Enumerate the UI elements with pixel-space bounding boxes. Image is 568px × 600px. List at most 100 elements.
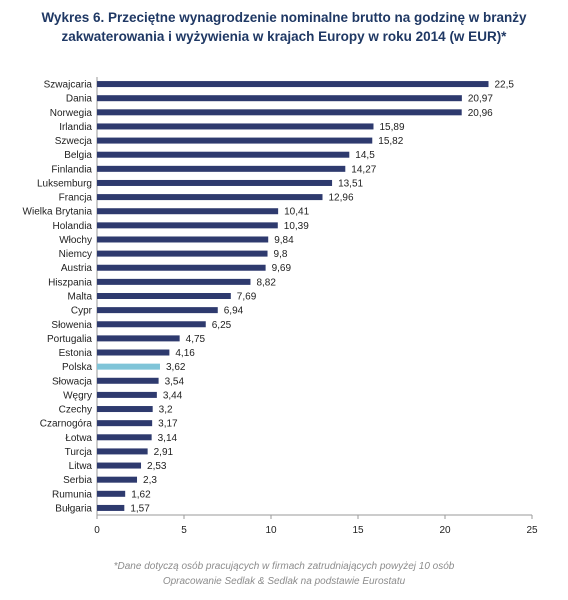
bar-21 xyxy=(97,377,159,384)
category-label-23: Czechy xyxy=(59,405,92,416)
x-tick-label-1: 5 xyxy=(181,525,187,536)
category-label-10: Holandia xyxy=(53,221,93,232)
bar-16 xyxy=(97,307,218,314)
bar-3 xyxy=(97,123,374,130)
value-label-3: 15,89 xyxy=(379,122,404,133)
value-label-29: 1,62 xyxy=(131,489,151,500)
value-label-7: 13,51 xyxy=(338,178,363,189)
value-label-21: 3,54 xyxy=(165,376,185,387)
bar-1 xyxy=(97,95,462,102)
footnote-source: Opracowanie Sedlak & Sedlak na podstawie… xyxy=(162,576,406,587)
category-label-2: Norwegia xyxy=(50,108,93,119)
bar-30 xyxy=(97,504,125,511)
category-label-11: Włochy xyxy=(59,235,92,246)
category-labels: Szwajcaria Dania Norwegia Irlandia Szwecja Be… xyxy=(23,80,93,515)
value-label-0: 22,5 xyxy=(495,80,515,91)
value-label-26: 2,91 xyxy=(154,447,174,458)
value-label-13: 9,69 xyxy=(272,263,292,274)
category-label-16: Cypr xyxy=(71,306,93,317)
value-label-14: 8,82 xyxy=(256,277,276,288)
category-label-22: Węgry xyxy=(63,390,92,401)
value-label-2: 20,96 xyxy=(468,108,493,119)
value-label-10: 10,39 xyxy=(284,221,309,232)
category-label-7: Luksemburg xyxy=(37,178,92,189)
bar-9 xyxy=(97,208,279,215)
bar-27 xyxy=(97,462,142,469)
value-label-20: 3,62 xyxy=(166,362,186,373)
bar-14 xyxy=(97,278,251,285)
bar-26 xyxy=(97,448,148,455)
bar-5 xyxy=(97,151,350,158)
bar-7 xyxy=(97,179,333,186)
value-label-24: 3,17 xyxy=(158,419,178,430)
category-label-30: Bułgaria xyxy=(55,503,92,514)
category-label-8: Francja xyxy=(59,193,93,204)
bar-23 xyxy=(97,406,153,413)
category-label-0: Szwajcaria xyxy=(44,80,93,91)
value-label-12: 9,8 xyxy=(274,249,288,260)
value-label-22: 3,44 xyxy=(163,390,183,401)
footnote-data-note: *Dane dotyczą osób pracujących w firmach… xyxy=(113,561,455,572)
chart-title-line-2: zakwaterowania i wyżywienia w krajach Eu… xyxy=(61,29,507,44)
chart-bars xyxy=(97,81,489,511)
category-label-17: Słowenia xyxy=(51,320,92,331)
bar-11 xyxy=(97,236,269,243)
bar-19 xyxy=(97,349,170,356)
x-tick-label-2: 10 xyxy=(265,525,277,536)
value-label-9: 10,41 xyxy=(284,207,309,218)
value-label-17: 6,25 xyxy=(212,320,232,331)
x-tick-labels: 0 5 10 15 20 25 xyxy=(94,525,538,536)
value-label-15: 7,69 xyxy=(237,292,257,303)
value-label-5: 14,5 xyxy=(355,150,375,161)
category-label-4: Szwecja xyxy=(55,136,93,147)
category-label-6: Finlandia xyxy=(51,164,92,175)
category-label-19: Estonia xyxy=(59,348,93,359)
bar-13 xyxy=(97,264,266,271)
category-label-18: Portugalia xyxy=(47,334,92,345)
category-label-20: Polska xyxy=(62,362,92,373)
value-label-25: 3,14 xyxy=(158,433,178,444)
value-label-30: 1,57 xyxy=(130,503,150,514)
bar-18 xyxy=(97,335,180,342)
category-label-21: Słowacja xyxy=(52,376,92,387)
category-label-9: Wielka Brytania xyxy=(23,207,93,218)
category-label-5: Belgia xyxy=(64,150,92,161)
value-label-6: 14,27 xyxy=(351,164,376,175)
bar-chart: Szwajcaria Dania Norwegia Irlandia Szwecja Be… xyxy=(23,77,538,536)
bar-10 xyxy=(97,222,278,229)
category-label-13: Austria xyxy=(61,263,93,274)
x-tick-label-5: 25 xyxy=(526,525,538,536)
x-tick-label-4: 20 xyxy=(439,525,451,536)
bar-6 xyxy=(97,165,346,172)
category-label-14: Hiszpania xyxy=(48,277,92,288)
value-label-8: 12,96 xyxy=(329,193,354,204)
bar-15 xyxy=(97,293,231,299)
bar-17 xyxy=(97,321,206,328)
chart-title: Wykres 6. Przeciętne wynagrodzenie nomin… xyxy=(0,8,568,46)
bar-0 xyxy=(97,81,489,88)
value-label-16: 6,94 xyxy=(224,306,244,317)
category-label-29: Rumunia xyxy=(52,489,92,500)
value-label-4: 15,82 xyxy=(378,136,403,147)
value-label-1: 20,97 xyxy=(468,94,493,105)
value-label-27: 2,53 xyxy=(147,461,167,472)
category-label-3: Irlandia xyxy=(59,122,92,133)
chart-title-line-1: Wykres 6. Przeciętne wynagrodzenie nomin… xyxy=(41,10,527,25)
x-tick-label-0: 0 xyxy=(94,525,100,536)
category-label-1: Dania xyxy=(66,94,93,105)
value-label-28: 2,3 xyxy=(143,475,157,486)
bar-4 xyxy=(97,137,373,144)
bar-2 xyxy=(97,109,462,116)
bar-24 xyxy=(97,420,153,427)
category-label-12: Niemcy xyxy=(59,249,92,260)
bar-28 xyxy=(97,476,138,483)
category-label-25: Łotwa xyxy=(65,433,92,444)
bar-22 xyxy=(97,391,157,398)
bar-25 xyxy=(97,434,152,441)
bar-29 xyxy=(97,490,126,497)
value-label-19: 4,16 xyxy=(175,348,195,359)
category-label-15: Malta xyxy=(68,292,93,303)
x-tick-label-3: 15 xyxy=(352,525,364,536)
category-label-27: Litwa xyxy=(69,461,93,472)
value-label-11: 9,84 xyxy=(274,235,294,246)
